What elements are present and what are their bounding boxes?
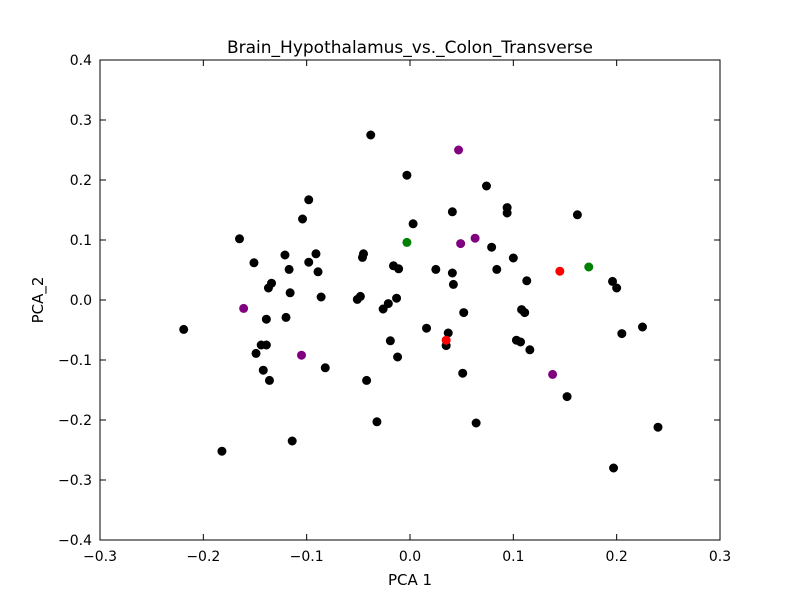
data-point bbox=[267, 278, 277, 288]
data-point bbox=[355, 291, 365, 301]
data-point bbox=[548, 369, 558, 379]
data-point bbox=[320, 363, 330, 373]
data-point bbox=[313, 267, 323, 277]
data-point bbox=[393, 352, 403, 362]
data-point bbox=[362, 375, 372, 385]
y-tick-label: −0.4 bbox=[58, 533, 92, 549]
y-tick-label: 0.2 bbox=[70, 173, 92, 189]
data-point bbox=[516, 337, 526, 347]
data-point bbox=[402, 237, 412, 247]
data-point bbox=[617, 329, 627, 339]
data-point bbox=[284, 264, 294, 274]
data-point bbox=[441, 335, 451, 345]
x-tick-label: −0.2 bbox=[186, 549, 220, 565]
x-tick-label: −0.3 bbox=[83, 549, 117, 565]
data-point bbox=[609, 463, 619, 473]
data-point bbox=[264, 375, 274, 385]
data-point bbox=[555, 266, 565, 276]
y-axis-label: PCA_2 bbox=[29, 277, 48, 324]
x-axis-label: PCA 1 bbox=[388, 571, 432, 589]
data-point bbox=[385, 336, 395, 346]
data-point bbox=[217, 446, 227, 456]
data-point bbox=[378, 304, 388, 314]
data-point bbox=[239, 303, 249, 313]
data-point bbox=[366, 130, 376, 140]
x-tick-label: 0.0 bbox=[399, 549, 421, 565]
data-point bbox=[258, 365, 268, 375]
x-axis: −0.3 −0.2 −0.1 0.0 0.1 0.2 0.3 bbox=[83, 60, 731, 565]
data-point bbox=[522, 276, 532, 286]
x-tick-label: 0.2 bbox=[606, 549, 628, 565]
data-point bbox=[431, 264, 441, 274]
data-point bbox=[653, 422, 663, 432]
data-point bbox=[251, 348, 261, 358]
data-point bbox=[297, 350, 306, 360]
data-point bbox=[316, 292, 326, 302]
data-point bbox=[638, 322, 647, 332]
x-tick-label: −0.1 bbox=[290, 549, 324, 565]
data-points bbox=[179, 130, 663, 473]
y-tick-label: 0.1 bbox=[70, 233, 92, 249]
data-point bbox=[372, 417, 382, 427]
y-tick-label: −0.1 bbox=[58, 353, 92, 369]
data-point bbox=[359, 249, 368, 259]
y-tick-label: 0.4 bbox=[70, 53, 92, 69]
data-point bbox=[447, 268, 457, 278]
y-tick-label: 0.0 bbox=[70, 293, 92, 309]
data-point bbox=[249, 258, 259, 268]
data-point bbox=[447, 207, 457, 217]
data-point bbox=[304, 257, 314, 267]
data-point bbox=[520, 308, 530, 318]
data-point bbox=[422, 323, 432, 333]
data-point bbox=[456, 239, 466, 249]
data-point bbox=[392, 293, 402, 303]
data-point bbox=[470, 233, 480, 243]
data-point bbox=[402, 170, 412, 180]
data-point bbox=[612, 283, 622, 293]
plot-frame bbox=[99, 59, 721, 541]
x-tick-label: 0.1 bbox=[502, 549, 524, 565]
data-point bbox=[481, 181, 491, 191]
data-point bbox=[235, 234, 244, 244]
data-point bbox=[508, 253, 518, 263]
data-point bbox=[454, 145, 464, 155]
y-tick-label: −0.2 bbox=[58, 413, 92, 429]
data-point bbox=[311, 249, 321, 259]
data-point bbox=[492, 264, 502, 274]
data-point bbox=[261, 340, 271, 350]
data-point bbox=[304, 195, 314, 205]
data-point bbox=[448, 279, 458, 289]
data-point bbox=[608, 276, 618, 286]
y-axis: −0.4 −0.3 −0.2 −0.1 0.0 0.1 0.2 0.3 0.4 bbox=[58, 53, 720, 549]
data-point bbox=[458, 368, 468, 378]
data-point bbox=[502, 208, 512, 218]
data-point bbox=[584, 262, 594, 272]
data-point bbox=[280, 250, 290, 260]
data-point bbox=[525, 345, 535, 355]
data-point bbox=[298, 214, 308, 224]
data-point bbox=[394, 264, 404, 274]
data-point bbox=[285, 288, 295, 298]
x-tick-label: 0.3 bbox=[709, 549, 731, 565]
data-point bbox=[487, 242, 497, 252]
data-point bbox=[261, 314, 271, 324]
y-tick-label: −0.3 bbox=[58, 473, 92, 489]
y-tick-label: 0.3 bbox=[70, 113, 92, 129]
chart-title: Brain_Hypothalamus_vs._Colon_Transverse bbox=[227, 38, 593, 58]
data-point bbox=[471, 418, 481, 428]
data-point bbox=[179, 324, 189, 334]
data-point bbox=[287, 436, 297, 446]
data-point bbox=[281, 312, 291, 322]
data-point bbox=[408, 219, 418, 229]
data-point bbox=[572, 210, 582, 220]
data-point bbox=[562, 392, 572, 402]
data-point bbox=[383, 299, 393, 309]
data-point bbox=[459, 308, 469, 318]
